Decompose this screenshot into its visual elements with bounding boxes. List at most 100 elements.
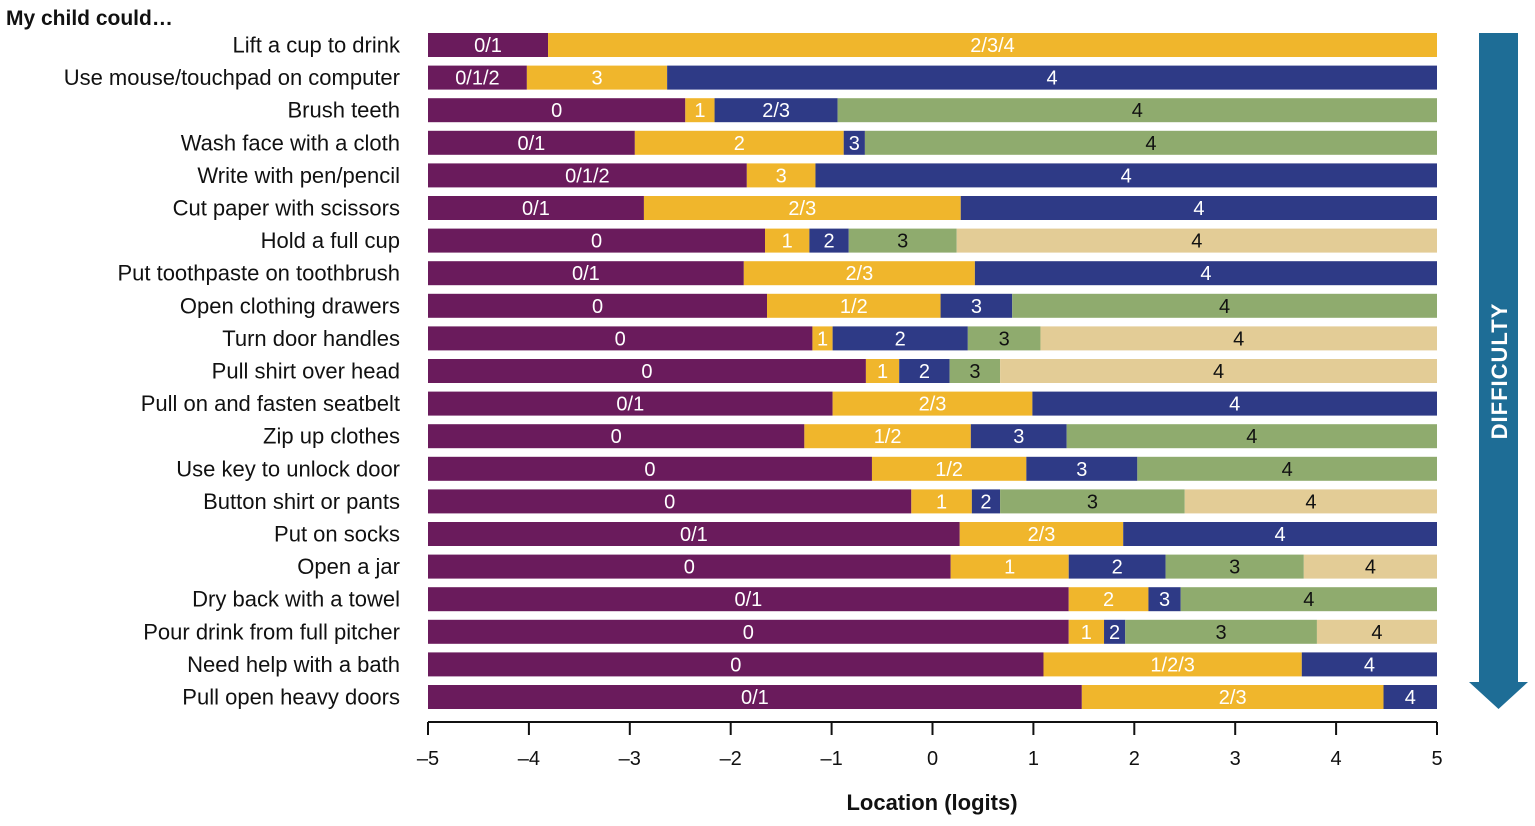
bar-row: 0/1 2 3 4 <box>428 130 1437 155</box>
segment-label: 1/2 <box>840 296 868 318</box>
x-tick-label: 4 <box>1331 748 1342 770</box>
segment-label: 4 <box>1219 296 1230 318</box>
bar-row: 0/1/2 3 4 <box>428 65 1437 90</box>
row-label: Cut paper with scissors <box>173 196 400 221</box>
bar-row: 0 1 2/3 4 <box>428 98 1437 123</box>
bar-segment <box>1066 424 1437 449</box>
segment-label: 0/1 <box>680 524 708 546</box>
difficulty-label: DIFFICULTY <box>1487 303 1512 440</box>
bar-segment <box>767 293 941 318</box>
bar-segment <box>1125 619 1317 644</box>
x-tick-label: 1 <box>1028 748 1039 770</box>
bar-segment <box>864 130 1437 155</box>
bar-segment <box>428 163 747 188</box>
segment-label: 0/1 <box>734 589 762 611</box>
bar-segment <box>1068 587 1149 612</box>
x-tick-label: 3 <box>1230 748 1241 770</box>
x-axis-title: Location (logits) <box>846 790 1017 815</box>
bar-row: 0 1/2 3 4 <box>428 293 1437 318</box>
bar-row: 0/1 2/3 4 <box>428 522 1437 546</box>
row-label: Open a jar <box>297 554 400 579</box>
bar-segment <box>1303 554 1437 579</box>
bar-segment <box>1383 685 1437 709</box>
bar-segment <box>1026 456 1138 481</box>
bar-segment <box>428 685 1082 709</box>
row-label: Use mouse/touchpad on computer <box>64 65 400 90</box>
bar-segment <box>949 359 1001 383</box>
bar-row: 0/1 2/3 4 <box>428 685 1437 709</box>
x-tick-label: 0 <box>927 748 938 770</box>
bar-row: 0/1 2/3/4 <box>428 33 1437 57</box>
segment-label: 3 <box>1159 589 1170 611</box>
bar-row: 0 1/2 3 4 <box>428 456 1437 481</box>
bar-segment <box>959 522 1124 546</box>
difficulty-arrow-shape <box>1469 33 1528 709</box>
row-label: Pull open heavy doors <box>182 685 400 710</box>
bar-segment <box>1184 489 1437 514</box>
row-label: Open clothing drawers <box>180 293 400 318</box>
bars: 0/1 2/3/4 0/1/2 3 4 0 1 2/3 4 0/1 2 3 4 0/1/2 3 4 0/1 2/3… <box>428 33 1437 709</box>
bar-segment <box>428 489 912 514</box>
bar-segment <box>428 130 635 155</box>
bar-segment <box>971 489 1001 514</box>
segment-label: 0/1 <box>616 394 644 416</box>
segment-label: 3 <box>1229 557 1240 579</box>
bar-row: 0/1 2/3 4 <box>428 261 1437 286</box>
bar-segment <box>428 424 805 449</box>
segment-label: 4 <box>1200 263 1211 285</box>
bar-segment <box>1123 522 1437 546</box>
x-tick-label: –4 <box>518 748 540 770</box>
row-label: Hold a full cup <box>261 228 400 253</box>
bar-segment <box>1180 587 1437 612</box>
bar-segment <box>1068 619 1105 644</box>
row-label: Put toothpaste on toothbrush <box>117 261 400 286</box>
bar-segment <box>1012 293 1437 318</box>
bar-segment <box>714 98 838 123</box>
x-tick-label: –2 <box>720 748 742 770</box>
bar-segment <box>428 522 960 546</box>
bar-row: 0 1 2 3 4 <box>428 489 1437 514</box>
segment-label: 3 <box>849 133 860 155</box>
segment-label: 3 <box>1087 491 1098 513</box>
bar-segment <box>428 619 1069 644</box>
bar-segment <box>1043 652 1302 677</box>
bar-segment <box>765 228 810 253</box>
bar-segment <box>643 196 961 220</box>
bar-segment <box>1104 619 1126 644</box>
bar-segment <box>832 326 968 351</box>
segment-label: 1 <box>1004 557 1015 579</box>
segment-label: 0 <box>644 459 655 481</box>
row-labels: Lift a cup to drink Use mouse/touchpad on… <box>64 33 401 710</box>
row-label: Pull shirt over head <box>212 359 400 384</box>
segment-label: 1 <box>817 328 828 350</box>
bar-segment <box>1000 489 1185 514</box>
row-label: Write with pen/pencil <box>197 163 400 188</box>
segment-label: 0/1 <box>518 133 546 155</box>
bar-segment <box>428 293 768 318</box>
bar-segment <box>428 652 1044 677</box>
segment-label: 0 <box>684 557 695 579</box>
x-tick-label: 2 <box>1129 748 1140 770</box>
row-label: Pour drink from full pitcher <box>143 619 400 644</box>
bar-segment <box>428 98 686 123</box>
segment-label: 1 <box>1081 622 1092 644</box>
bar-segment <box>960 196 1437 220</box>
segment-label: 4 <box>1233 328 1244 350</box>
bar-segment <box>428 33 549 57</box>
row-label: Lift a cup to drink <box>232 33 401 58</box>
segment-label: 1 <box>936 491 947 513</box>
x-tick-label: –3 <box>619 748 641 770</box>
bar-row: 0 1 2 3 4 <box>428 554 1437 579</box>
segment-label: 0 <box>591 231 602 253</box>
x-tick-label: 5 <box>1431 748 1442 770</box>
segment-label: 3 <box>897 231 908 253</box>
segment-label: 1 <box>877 361 888 383</box>
segment-label: 1 <box>694 100 705 122</box>
bar-segment <box>428 196 644 220</box>
segment-label: 3 <box>1013 426 1024 448</box>
segment-label: 2 <box>824 231 835 253</box>
segment-label: 0/1 <box>522 198 550 220</box>
bar-segment <box>1068 554 1166 579</box>
bar-segment <box>950 554 1069 579</box>
segment-label: 4 <box>1275 524 1286 546</box>
